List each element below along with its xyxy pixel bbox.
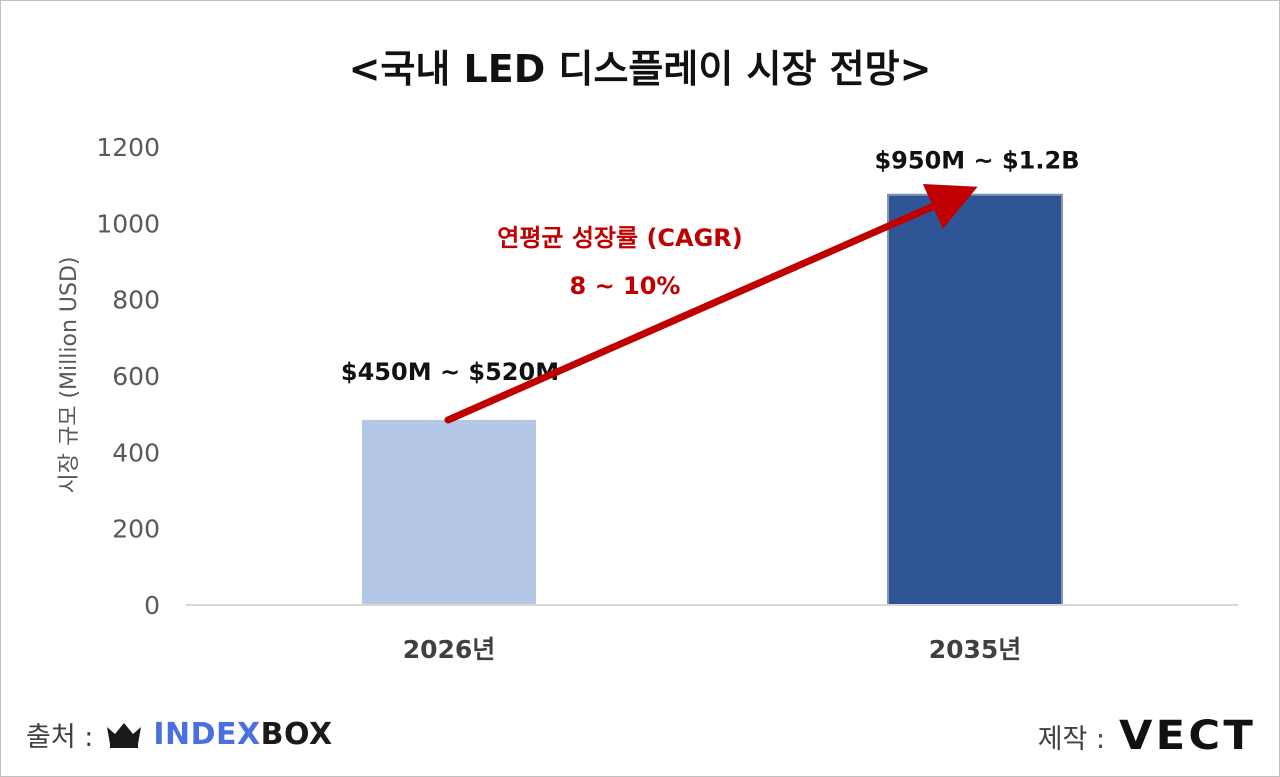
indexbox-logo: INDEXBOX [153,717,332,752]
cagr-label: 연평균 성장률 (CAGR) [497,224,743,252]
growth-arrow [444,184,978,424]
category-label: 2026년 [403,635,496,664]
y-tick-label: 800 [112,286,160,315]
data-labels: $450M ~ $520M $950M ~ $1.2B [341,147,1080,386]
crown-icon [107,723,142,748]
y-tick-label: 400 [112,438,160,467]
vect-logo: VECT [1119,713,1257,759]
cagr-value: 8 ~ 10% [570,272,681,300]
source-label: 출처 : [26,721,94,753]
y-tick-label: 200 [112,515,160,544]
y-tick-label: 600 [112,362,160,391]
maker-label: 제작 : [1037,723,1106,755]
bars [362,193,1063,606]
y-axis-label: 시장 규모 (Million USD) [57,257,82,494]
data-label: $950M ~ $1.2B [874,147,1079,175]
y-tick-label: 1200 [96,133,160,162]
data-label: $450M ~ $520M [341,358,559,386]
source-credit: 출처 : INDEXBOX [26,712,333,756]
y-axis-ticks: 0 200 400 600 800 1000 1200 [96,133,160,620]
chart-title: <국내 LED 디스플레이 시장 전망> [348,47,932,91]
bar [362,419,536,605]
category-labels: 2026년 2035년 [403,635,1022,664]
y-tick-label: 1000 [96,209,160,238]
category-label: 2035년 [929,635,1022,664]
y-tick-label: 0 [144,591,160,620]
logo-part-box: BOX [260,716,333,752]
maker-credit: 제작 : VECT [1038,712,1256,760]
logo-part-index: INDEX [153,716,261,752]
bar [887,193,1063,606]
